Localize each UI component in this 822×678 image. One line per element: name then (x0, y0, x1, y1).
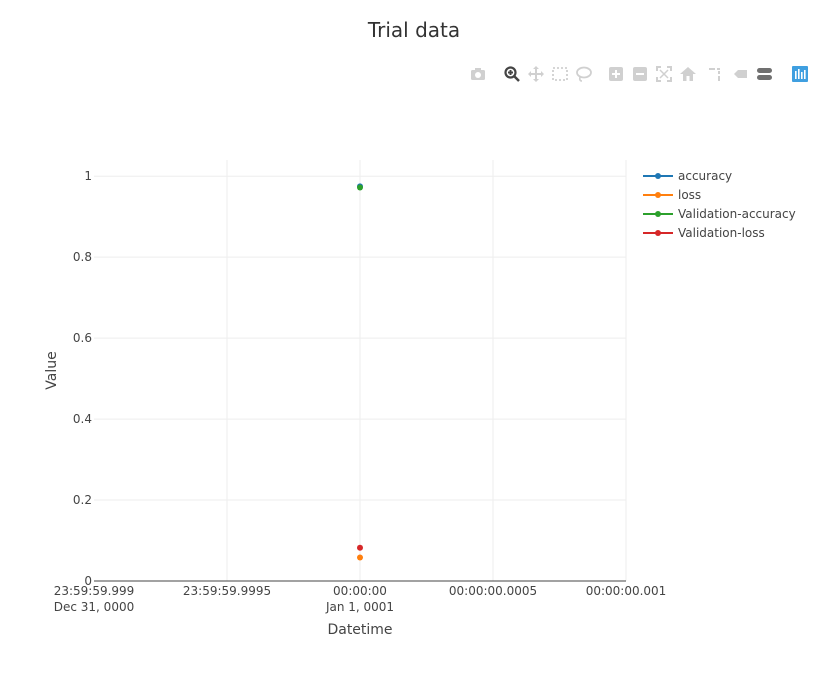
legend-item-validation-accuracy[interactable]: Validation-accuracy (643, 207, 796, 221)
zoom-button[interactable] (502, 64, 522, 84)
spike-lines-icon (709, 68, 720, 81)
x-axis-title: Datetime (327, 622, 392, 638)
autoscale-icon (656, 66, 672, 82)
hover-compare-button[interactable] (754, 64, 774, 84)
camera-button[interactable] (468, 64, 488, 84)
y-axis-title: Value (44, 351, 60, 389)
y-tick-label: 0.8 (73, 250, 92, 264)
legend-marker (655, 192, 661, 198)
x-tick-label-date: Jan 1, 0001 (325, 600, 394, 614)
y-tick-label: 0.4 (73, 412, 92, 426)
hover-compare-icon (757, 68, 772, 80)
spike-lines-button[interactable] (706, 64, 726, 84)
plotly-logo-icon (792, 66, 808, 82)
legend-item-loss[interactable]: loss (643, 188, 701, 202)
legend-item-validation-loss[interactable]: Validation-loss (643, 226, 765, 240)
legend-label: accuracy (678, 169, 732, 183)
autoscale-button[interactable] (654, 64, 674, 84)
y-tick-label: 1 (84, 169, 92, 183)
x-tick-label: 23:59:59.9995 (183, 584, 271, 598)
legend-marker (655, 230, 661, 236)
y-tick-label: 0.6 (73, 331, 92, 345)
lasso-select-button[interactable] (574, 64, 594, 84)
x-tick-label: 23:59:59.999 (54, 584, 135, 598)
camera-icon (471, 68, 485, 80)
legend-label: Validation-loss (678, 226, 765, 240)
chart-title: Trial data (367, 18, 461, 42)
data-points (357, 183, 363, 561)
box-select-button[interactable] (550, 64, 570, 84)
x-tick-label: 00:00:00.001 (586, 584, 667, 598)
reset-axes-button[interactable] (678, 64, 698, 84)
legend-marker (655, 173, 661, 179)
gridlines (94, 160, 627, 581)
pan-button[interactable] (526, 64, 546, 84)
zoom-in-button[interactable] (606, 64, 626, 84)
legend-marker (655, 211, 661, 217)
lasso-select-icon (576, 66, 592, 82)
y-tick-label: 0.2 (73, 493, 92, 507)
legend: accuracy loss Validation-accuracy Validatio… (643, 169, 796, 240)
data-point-validation-accuracy[interactable] (357, 184, 363, 191)
x-tick-label-date: Dec 31, 0000 (54, 600, 134, 614)
legend-label: Validation-accuracy (678, 207, 796, 221)
x-tick-label: 00:00:00.0005 (449, 584, 537, 598)
pan-icon (528, 66, 544, 82)
data-point-loss[interactable] (357, 554, 363, 561)
hover-closest-button[interactable] (730, 64, 750, 84)
legend-label: loss (678, 188, 701, 202)
hover-closest-icon (734, 70, 747, 78)
box-select-icon (552, 67, 568, 81)
zoom-icon (504, 66, 520, 82)
data-point-validation-loss[interactable] (357, 544, 363, 551)
zoom-out-icon (633, 67, 647, 81)
zoom-in-icon (609, 67, 623, 81)
plotly-logo-button[interactable] (790, 64, 810, 84)
legend-item-accuracy[interactable]: accuracy (643, 169, 732, 183)
reset-axes-icon (680, 67, 696, 81)
y-tick-label: 0 (84, 574, 92, 588)
x-tick-label: 00:00:00 (333, 584, 387, 598)
zoom-out-button[interactable] (630, 64, 650, 84)
